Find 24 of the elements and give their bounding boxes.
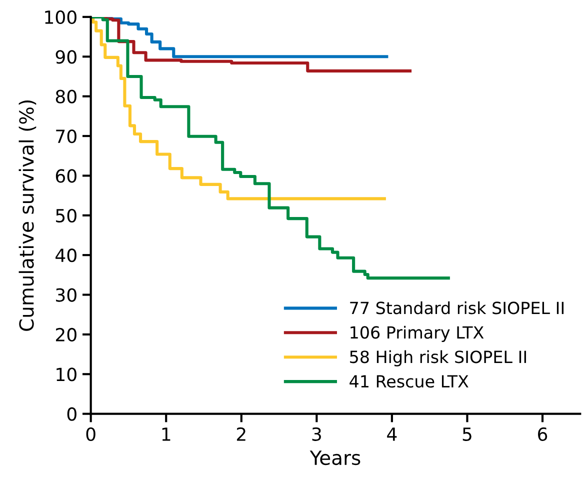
- x-tick-label: 0: [86, 427, 96, 441]
- y-tick-label: 60: [56, 169, 76, 183]
- legend-label: 77 Standard risk SIOPEL II: [350, 301, 564, 314]
- y-tick-label: 20: [56, 328, 76, 342]
- y-tick-label: 10: [56, 368, 76, 382]
- y-tick-label: 90: [56, 50, 76, 64]
- y-tick-label: 70: [56, 129, 76, 144]
- y-tick-label: 40: [56, 248, 76, 262]
- x-tick-label: 4: [387, 428, 397, 441]
- y-tick-label: 100: [45, 10, 76, 24]
- x-axis-title: Years: [310, 450, 360, 466]
- legend-label: 106 Primary LTX: [350, 326, 484, 342]
- y-tick-label: 30: [56, 288, 76, 302]
- x-tick-label: 6: [538, 427, 548, 441]
- legend-label: 41 Rescue LTX: [350, 375, 468, 388]
- y-axis-title: Cumulative survival (%): [18, 100, 36, 331]
- y-tick-label: 50: [56, 208, 76, 222]
- x-tick-label: 2: [236, 427, 246, 441]
- x-tick-label: 5: [462, 428, 472, 441]
- x-tick-label: 3: [312, 427, 321, 441]
- y-tick-label: 80: [56, 90, 76, 104]
- legend-label: 58 High risk SIOPEL II: [350, 350, 526, 366]
- x-tick-label: 1: [162, 428, 170, 441]
- y-tick-label: 0: [67, 407, 76, 421]
